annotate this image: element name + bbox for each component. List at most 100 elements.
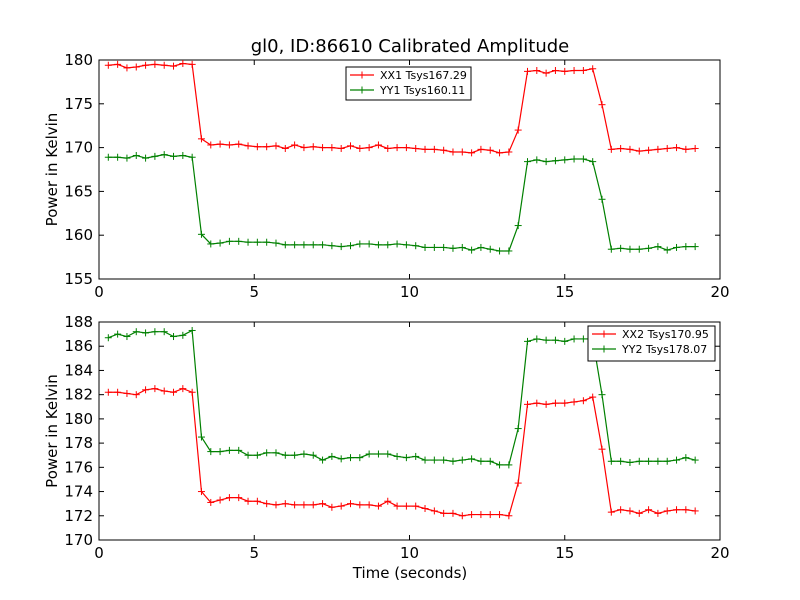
data-point <box>170 333 178 341</box>
data-point <box>188 153 196 161</box>
data-point <box>514 222 522 230</box>
legend-entry: YY1 Tsys160.11 <box>350 84 465 97</box>
data-point <box>374 141 382 149</box>
data-point <box>570 67 578 75</box>
data-point <box>356 454 364 462</box>
data-point <box>589 65 597 73</box>
data-point <box>319 144 327 152</box>
data-point <box>393 502 401 510</box>
data-point <box>142 329 150 337</box>
data-point <box>104 388 112 396</box>
data-point <box>225 141 233 149</box>
data-point <box>421 243 429 251</box>
y-tick-label: 178 <box>64 434 93 452</box>
data-point <box>225 237 233 245</box>
data-point <box>635 457 643 465</box>
y-tick-label: 186 <box>64 337 93 355</box>
data-point <box>347 500 355 508</box>
data-point <box>598 195 606 203</box>
data-point <box>253 497 261 505</box>
data-point <box>533 335 541 343</box>
series-line <box>108 62 696 154</box>
data-point <box>458 512 466 520</box>
data-point <box>160 151 168 159</box>
x-tick-label: 10 <box>400 283 419 301</box>
data-point <box>598 101 606 109</box>
data-point <box>179 385 187 393</box>
data-point <box>617 244 625 252</box>
data-point <box>207 141 215 149</box>
data-point <box>673 243 681 251</box>
data-point <box>635 509 643 517</box>
data-point <box>114 388 122 396</box>
data-point <box>393 240 401 248</box>
series-line <box>108 387 696 517</box>
data-point <box>291 141 299 149</box>
data-point <box>170 62 178 70</box>
data-point <box>328 503 336 511</box>
data-point <box>365 144 373 152</box>
x-tick-label: 0 <box>94 283 104 301</box>
data-point <box>421 505 429 513</box>
data-point <box>691 456 699 464</box>
data-point <box>617 457 625 465</box>
y-tick-label: 188 <box>64 313 93 331</box>
data-point <box>430 145 438 153</box>
data-point <box>356 144 364 152</box>
data-point <box>496 149 504 157</box>
y-tick-label: 176 <box>64 458 93 476</box>
data-point <box>337 144 345 152</box>
data-point <box>235 237 243 245</box>
data-point <box>496 461 504 469</box>
data-point <box>449 509 457 517</box>
data-point <box>300 144 308 152</box>
x-tick-label: 5 <box>249 544 259 562</box>
data-point <box>654 145 662 153</box>
data-point <box>542 69 550 77</box>
data-point <box>132 151 140 159</box>
x-tick-label: 10 <box>400 544 419 562</box>
series-line <box>108 153 696 252</box>
data-point <box>440 146 448 154</box>
y-tick-label: 180 <box>64 410 93 428</box>
data-point <box>561 156 569 164</box>
data-point <box>449 457 457 465</box>
data-point <box>253 143 261 151</box>
data-point <box>486 511 494 519</box>
data-point <box>663 246 671 254</box>
data-point <box>477 145 485 153</box>
data-point <box>281 144 289 152</box>
data-point <box>123 333 131 341</box>
data-point <box>384 241 392 249</box>
data-point <box>468 455 476 463</box>
data-point <box>197 433 205 441</box>
data-point <box>365 240 373 248</box>
data-point <box>430 507 438 515</box>
y-tick-label: 175 <box>64 95 93 113</box>
data-point <box>393 452 401 460</box>
data-point <box>412 452 420 460</box>
chart-title: gl0, ID:86610 Calibrated Amplitude <box>251 36 570 57</box>
legend-label: YY2 Tsys178.07 <box>621 343 707 356</box>
y-axis-label: Power in Kelvin <box>43 113 61 227</box>
subplot-bottom: 0 5 10 15 20 170 172 174 176 178 180 182 184 186 188 Po… <box>43 313 730 562</box>
x-axis-label: Time (seconds) <box>352 564 468 582</box>
data-point <box>160 387 168 395</box>
data-point <box>319 500 327 508</box>
data-point <box>645 146 653 154</box>
data-point <box>579 67 587 75</box>
data-point <box>253 451 261 459</box>
data-point <box>151 152 159 160</box>
data-point <box>300 241 308 249</box>
data-point <box>207 448 215 456</box>
data-point <box>505 247 513 255</box>
data-point <box>179 331 187 339</box>
data-point <box>440 243 448 251</box>
legend-label: YY1 Tsys160.11 <box>379 84 465 97</box>
data-point <box>533 67 541 75</box>
data-point <box>356 240 364 248</box>
data-point <box>225 494 233 502</box>
data-point <box>579 397 587 405</box>
data-point <box>197 488 205 496</box>
data-point <box>365 501 373 509</box>
